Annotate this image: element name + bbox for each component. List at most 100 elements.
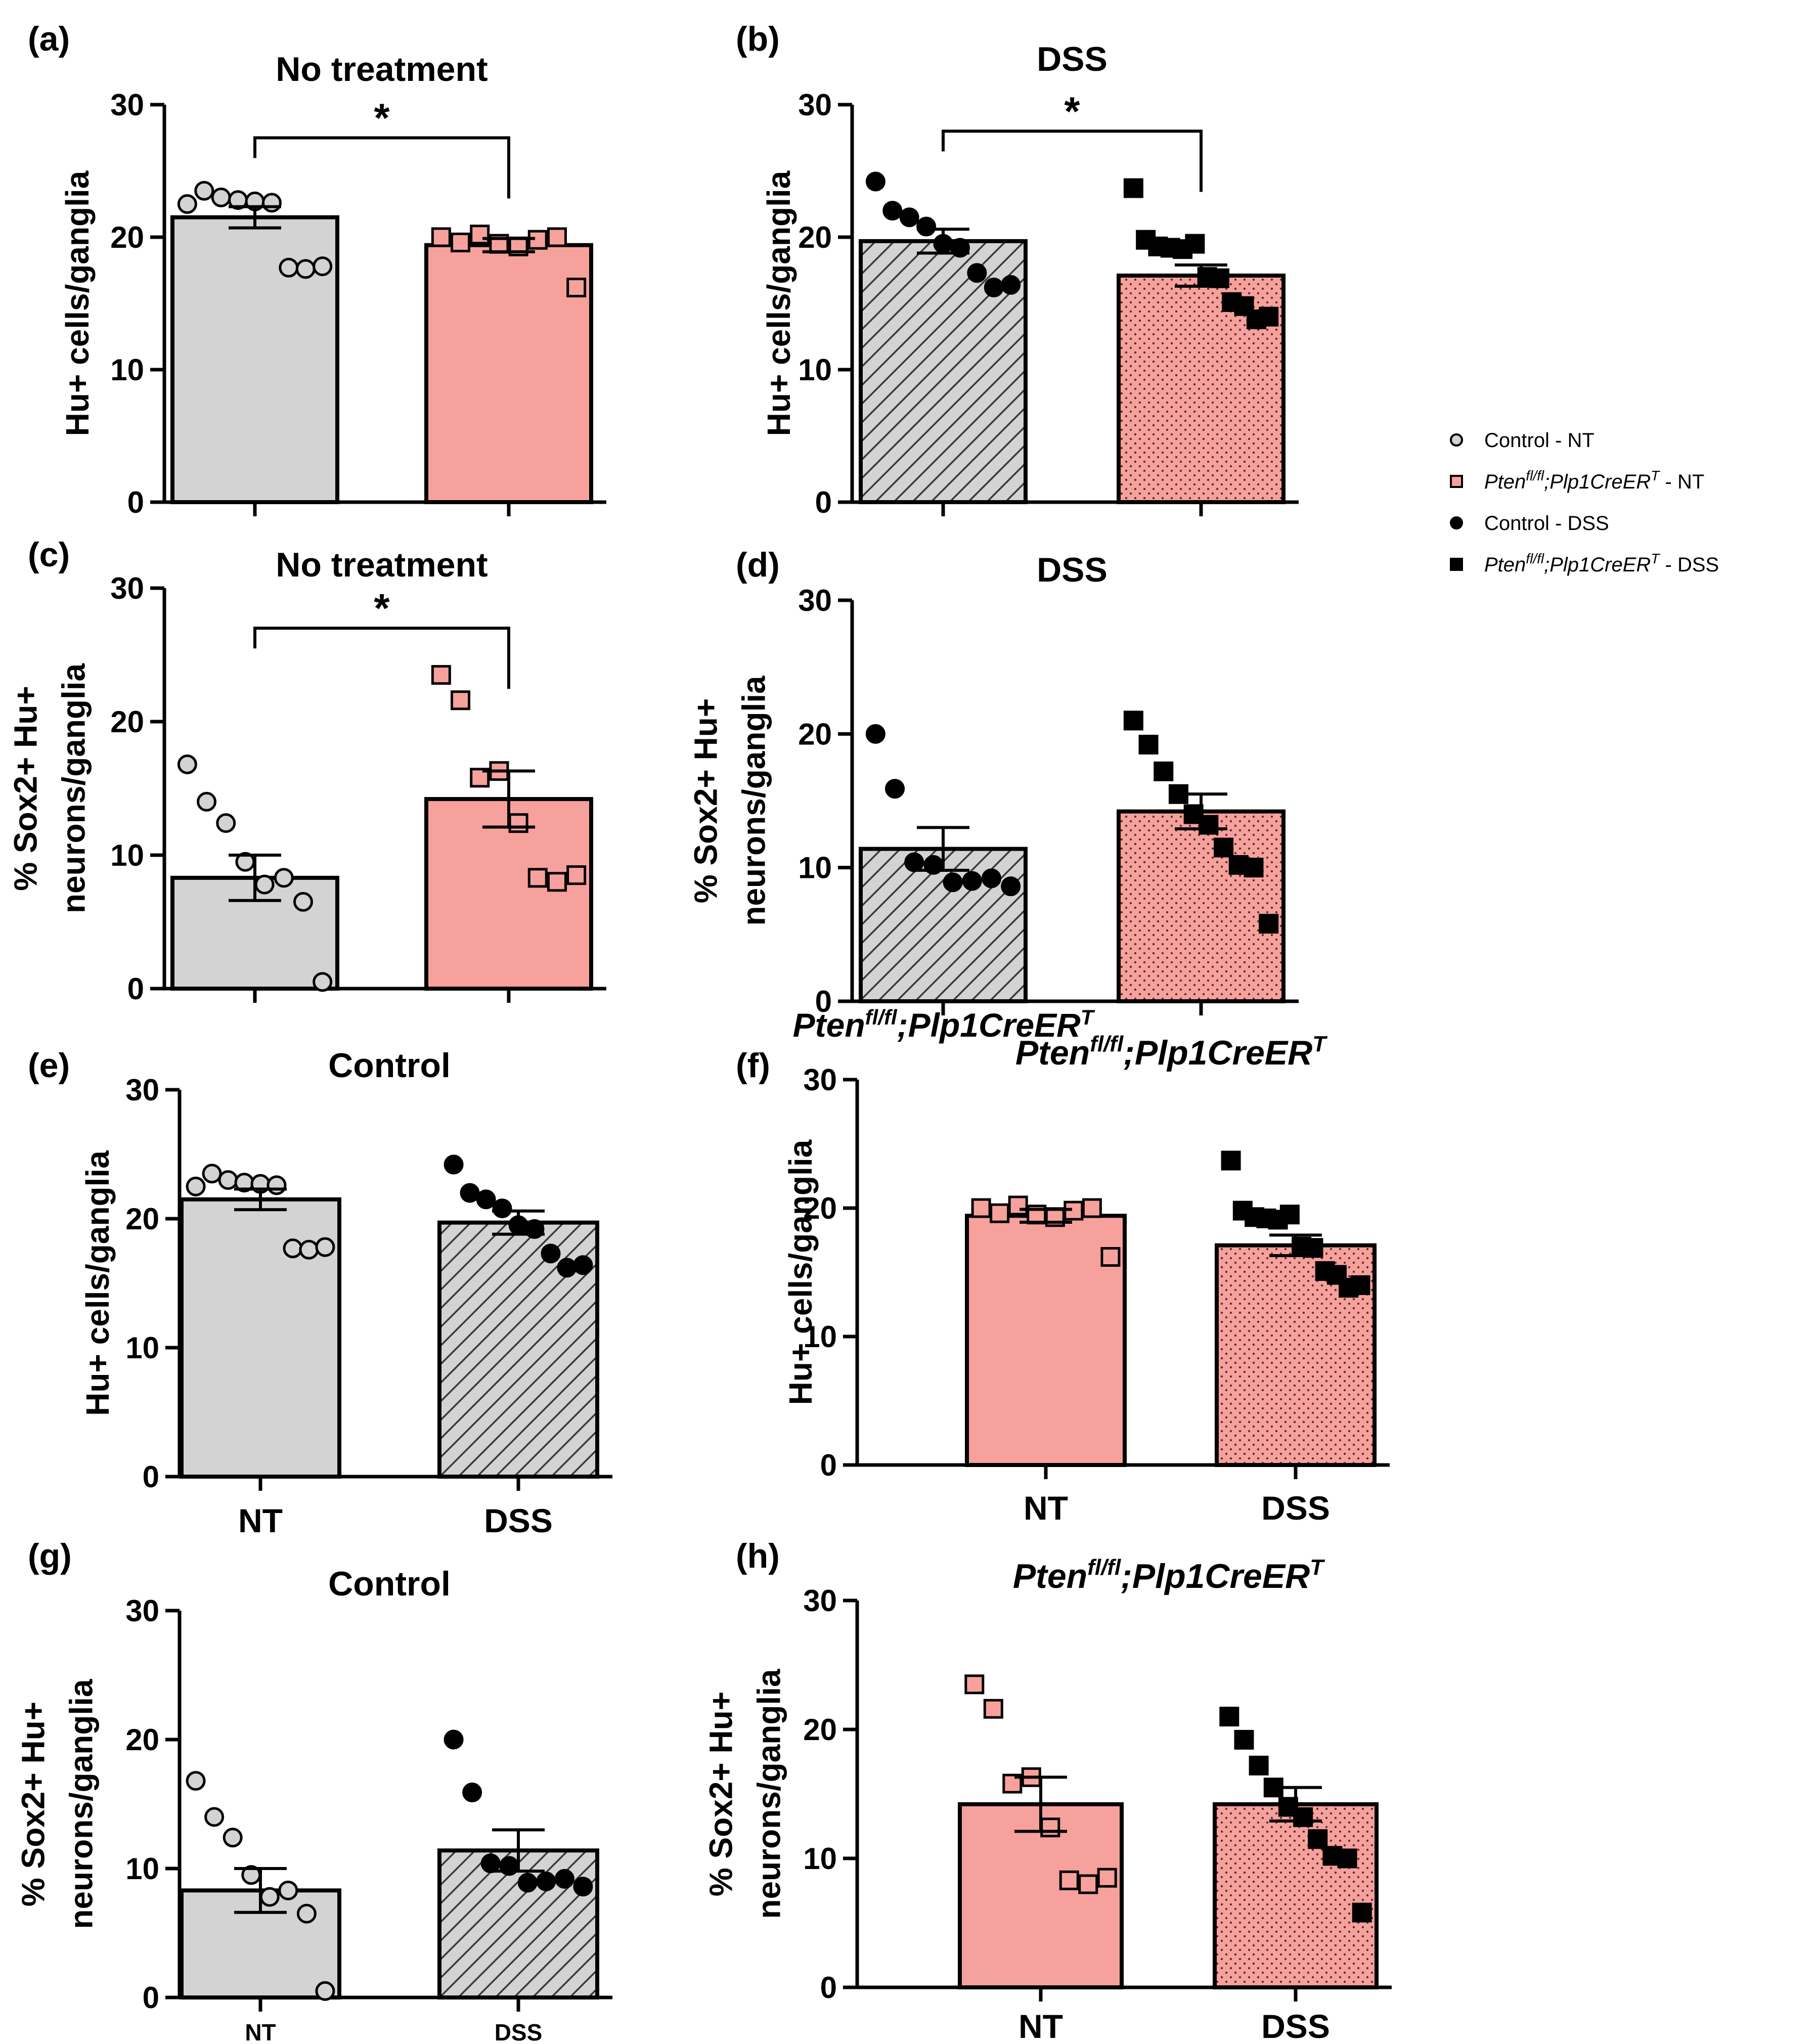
data-point: [259, 1887, 280, 1907]
title-part: ;Plp1CreER: [1121, 1557, 1310, 1595]
y-tick-label: 20: [798, 220, 832, 254]
data-point: [315, 1237, 335, 1257]
data-point: [1279, 1205, 1300, 1225]
data-point: [566, 865, 587, 885]
data-point: [1199, 815, 1219, 835]
data-point: [186, 1176, 206, 1196]
data-point: [882, 201, 903, 221]
data-point: [1326, 1265, 1347, 1285]
y-tick-label: 10: [803, 1320, 837, 1354]
significance-bracket: [253, 627, 510, 689]
data-point: [204, 1807, 225, 1827]
panel-letter: (h): [736, 1537, 780, 1575]
data-point: [962, 871, 982, 891]
y-tick-label: 30: [798, 584, 832, 617]
y-tick-label: 30: [803, 1584, 837, 1618]
legend-sup: fl/fl: [1526, 468, 1544, 483]
data-point: [1352, 1902, 1372, 1923]
x-category-label: DSS: [1261, 2008, 1330, 2044]
y-tick-label: 20: [125, 1202, 159, 1236]
legend-part: ;Plp1CreER: [1544, 554, 1651, 576]
chart-title: DSS: [1037, 551, 1108, 589]
y-tick-label: 10: [798, 851, 832, 885]
data-point: [566, 278, 587, 298]
legend-part: - NT: [1659, 471, 1704, 493]
x-category-label: NT: [1024, 1489, 1068, 1527]
data-point: [431, 665, 451, 685]
legend-label: Ptenfl/fl;Plp1CreERT - DSS: [1484, 551, 1719, 576]
y-tick-label: 10: [125, 1331, 159, 1365]
data-point: [470, 225, 490, 245]
data-point: [554, 1869, 574, 1889]
x-category-label: NT: [1018, 2008, 1063, 2044]
data-point: [1008, 1195, 1028, 1216]
data-point: [964, 1674, 985, 1695]
data-point: [216, 813, 236, 833]
significance-star: *: [1064, 88, 1080, 134]
legend-square-icon: [1450, 558, 1463, 571]
significance-bracket: [253, 136, 510, 199]
data-point: [1259, 914, 1279, 934]
data-point: [990, 1203, 1010, 1223]
y-tick-label: 0: [820, 1971, 837, 2005]
legend-entry: Ptenfl/fl;Plp1CreERT - DSS: [1450, 551, 1719, 576]
charts-layer: (a) No treatment Hu+ cells/ganglia 0 10 20 30 *…: [8, 20, 1392, 2044]
data-point: [536, 1872, 556, 1891]
data-point: [177, 194, 197, 214]
legend-square-icon: [1450, 475, 1463, 488]
chart-title: No treatment: [276, 546, 488, 584]
data-point: [1123, 178, 1143, 198]
legend-circle-icon: [1450, 516, 1463, 529]
y-tick-label: 20: [803, 1713, 837, 1747]
title-part: ;Plp1CreER: [1123, 1034, 1312, 1072]
y-tick-label: 0: [143, 1460, 159, 1494]
legend-circle-icon: [1450, 433, 1463, 447]
y-axis-label: % Sox2+ Hu+: [688, 698, 724, 904]
data-point: [211, 187, 231, 207]
significance-bracket: [942, 129, 1203, 192]
data-point: [1059, 1870, 1079, 1890]
data-point: [296, 1903, 317, 1924]
data-point: [981, 868, 1001, 888]
data-point: [865, 171, 885, 192]
x-category-label: DSS: [495, 2019, 543, 2044]
y-axis-label: neurons/ganglia: [56, 663, 92, 913]
data-point: [885, 779, 905, 799]
data-point: [444, 1154, 464, 1175]
data-point: [299, 1239, 319, 1260]
data-point: [943, 872, 963, 893]
y-axis-label: % Sox2+ Hu+: [15, 1702, 52, 1907]
chart-8: (h) Ptenfl/fl;Plp1CreERT % Sox2+ Hu+ neuron…: [703, 1537, 1392, 2044]
data-point: [278, 1880, 298, 1900]
data-point: [295, 259, 316, 279]
y-tick-label: 30: [110, 88, 144, 122]
panel-letter: (c): [28, 536, 70, 574]
data-point: [1234, 1729, 1254, 1750]
data-point: [1138, 734, 1159, 754]
data-point: [1097, 1868, 1117, 1888]
bar: [424, 243, 593, 504]
data-point: [904, 852, 924, 872]
data-point: [547, 872, 567, 892]
data-point: [197, 791, 217, 812]
y-axis-label: neurons/ganglia: [63, 1679, 100, 1929]
chart-4: (d) DSS % Sox2+ Hu+ neurons/ganglia 0 10 20 30 P…: [688, 546, 1299, 1044]
data-point: [254, 874, 275, 895]
cat-sup: fl/fl: [865, 1005, 898, 1029]
x-category-label: NT: [238, 1502, 283, 1539]
data-point: [1244, 858, 1264, 878]
data-point: [1337, 1848, 1357, 1869]
bar: [180, 1197, 341, 1479]
data-point: [899, 207, 919, 228]
title-sup: T: [1310, 1555, 1325, 1580]
significance-star: *: [374, 96, 390, 141]
data-point: [202, 1164, 222, 1184]
title-sup: T: [1312, 1032, 1327, 1056]
legend-sup: T: [1651, 551, 1660, 566]
data-point: [451, 232, 471, 252]
y-tick-label: 30: [125, 1594, 159, 1628]
y-axis-label: Hu+ cells/ganglia: [782, 1139, 819, 1405]
chart-title: Ptenfl/fl;Plp1CreERT: [1015, 1032, 1327, 1072]
